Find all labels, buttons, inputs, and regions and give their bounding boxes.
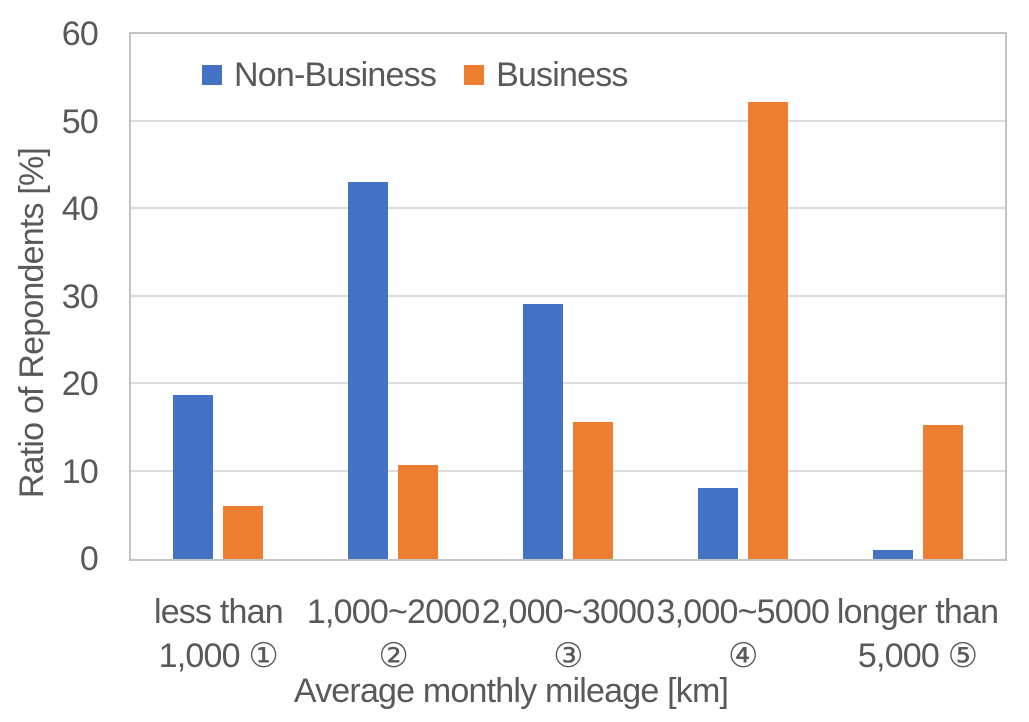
x-tick-label-3-line1: 2,000~3000 <box>481 593 655 631</box>
bar-non-business-4 <box>697 488 738 559</box>
y-tick-label-0: 0 <box>79 540 99 578</box>
gridline-10 <box>131 469 1005 472</box>
legend-item-business: Business <box>464 55 628 95</box>
y-tick-label-60: 60 <box>61 15 99 53</box>
y-axis-title: Ratio of Repondents [%] <box>13 147 51 499</box>
bar-business-3 <box>573 421 613 559</box>
x-tick-label-4-line2: ④ <box>727 637 758 675</box>
bar-non-business-2 <box>348 181 389 559</box>
y-tick-label-20: 20 <box>61 365 99 403</box>
legend-swatch-non-business <box>202 65 222 85</box>
x-tick-label-1-line2: 1,000 ① <box>158 637 279 675</box>
x-tick-label-5-line2: 5,000 ⑤ <box>857 637 978 675</box>
y-tick-label-30: 30 <box>61 277 99 316</box>
y-tick-label-10: 10 <box>61 452 99 491</box>
bar-business-2 <box>398 465 439 559</box>
bar-business-5 <box>922 425 963 559</box>
x-tick-label-1-line1: less than <box>153 593 284 631</box>
x-tick-label-4-line1: 3,000~5000 <box>656 593 830 631</box>
legend-swatch-business <box>464 65 485 85</box>
bar-non-business-1 <box>173 395 214 559</box>
x-tick-label-2-line2: ② <box>378 637 409 675</box>
y-tick-label-40: 40 <box>61 190 99 228</box>
y-tick-label-50: 50 <box>61 102 99 141</box>
x-axis-title: Average monthly mileage [km] <box>293 672 729 710</box>
x-tick-label-3-line2: ③ <box>553 637 583 675</box>
plot-area <box>129 32 1007 561</box>
gridline-50 <box>131 119 1005 122</box>
bar-non-business-5 <box>872 550 913 559</box>
x-tick-label-2-line1: 1,000~2000 <box>306 593 480 631</box>
bar-non-business-3 <box>523 303 563 559</box>
legend: Non-Business Business <box>202 55 628 95</box>
legend-label-business: Business <box>496 56 628 94</box>
gridline-20 <box>131 382 1005 384</box>
legend-item-non-business: Non-Business <box>202 55 437 95</box>
bar-business-4 <box>747 102 788 559</box>
gridline-30 <box>131 294 1005 297</box>
legend-label-non-business: Non-Business <box>234 56 437 94</box>
bar-business-1 <box>223 505 264 559</box>
x-tick-label-5-line1: longer than <box>836 593 999 631</box>
gridline-40 <box>131 207 1005 209</box>
